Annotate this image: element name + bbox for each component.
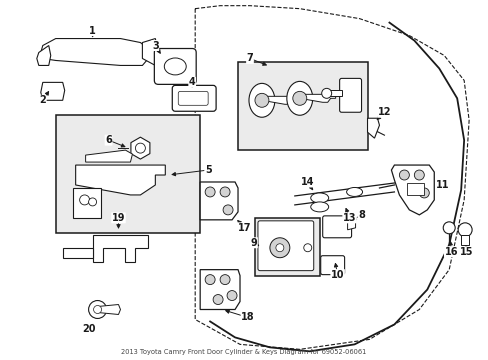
Text: 8: 8	[357, 210, 364, 220]
Text: 2013 Toyota Camry Front Door Cylinder & Keys Diagram for 69052-06061: 2013 Toyota Camry Front Door Cylinder & …	[121, 349, 366, 355]
Polygon shape	[347, 220, 355, 230]
Polygon shape	[37, 45, 51, 66]
Circle shape	[457, 223, 471, 237]
Ellipse shape	[346, 188, 362, 197]
Text: 7: 7	[246, 54, 253, 63]
Polygon shape	[92, 235, 148, 262]
Text: 19: 19	[112, 213, 125, 223]
Text: 6: 6	[105, 135, 112, 145]
Text: 9: 9	[250, 238, 257, 248]
Circle shape	[419, 188, 428, 198]
Text: 2: 2	[40, 95, 46, 105]
Polygon shape	[200, 270, 240, 310]
Circle shape	[226, 291, 237, 301]
Text: 10: 10	[330, 270, 344, 280]
FancyBboxPatch shape	[320, 256, 344, 275]
Circle shape	[254, 93, 268, 107]
Circle shape	[303, 244, 311, 252]
Text: 14: 14	[301, 177, 314, 187]
Circle shape	[223, 205, 233, 215]
Circle shape	[88, 198, 96, 206]
Text: 17: 17	[238, 223, 251, 233]
FancyBboxPatch shape	[339, 78, 361, 112]
Polygon shape	[142, 39, 158, 66]
FancyBboxPatch shape	[172, 85, 216, 111]
Polygon shape	[62, 248, 92, 258]
Circle shape	[292, 91, 306, 105]
Polygon shape	[98, 305, 120, 315]
Circle shape	[88, 301, 106, 319]
Ellipse shape	[286, 81, 312, 115]
Polygon shape	[407, 183, 424, 195]
Polygon shape	[200, 182, 238, 220]
Ellipse shape	[164, 58, 186, 75]
Circle shape	[80, 195, 89, 205]
Polygon shape	[41, 82, 64, 100]
Text: 4: 4	[188, 77, 195, 87]
Circle shape	[205, 275, 215, 285]
Circle shape	[442, 222, 454, 234]
Polygon shape	[76, 165, 165, 195]
Ellipse shape	[310, 193, 328, 203]
FancyBboxPatch shape	[178, 91, 208, 105]
Circle shape	[413, 170, 424, 180]
Text: 20: 20	[81, 324, 95, 334]
FancyBboxPatch shape	[258, 221, 313, 271]
Polygon shape	[85, 150, 132, 162]
Text: 3: 3	[152, 41, 159, 50]
Polygon shape	[262, 96, 297, 104]
Circle shape	[213, 294, 223, 305]
Text: 11: 11	[435, 180, 448, 190]
Circle shape	[399, 170, 408, 180]
Bar	[238, 62, 367, 150]
Bar	[56, 115, 200, 233]
Circle shape	[205, 187, 215, 197]
Text: 18: 18	[241, 312, 254, 323]
Text: 15: 15	[459, 247, 473, 257]
Circle shape	[321, 88, 331, 98]
Circle shape	[275, 244, 283, 252]
Text: 13: 13	[342, 213, 356, 223]
Circle shape	[220, 275, 229, 285]
Circle shape	[93, 306, 102, 314]
FancyBboxPatch shape	[322, 216, 351, 238]
Circle shape	[269, 238, 289, 258]
Circle shape	[135, 143, 145, 153]
Text: 16: 16	[444, 247, 457, 257]
Polygon shape	[460, 235, 468, 245]
Text: 5: 5	[204, 165, 211, 175]
FancyBboxPatch shape	[154, 49, 196, 84]
Text: 1: 1	[89, 26, 96, 36]
Polygon shape	[329, 90, 341, 96]
Circle shape	[220, 187, 229, 197]
Text: 12: 12	[377, 107, 390, 117]
Bar	[254, 218, 319, 276]
Polygon shape	[299, 94, 335, 102]
Polygon shape	[41, 39, 150, 66]
Ellipse shape	[248, 84, 274, 117]
Polygon shape	[390, 165, 433, 215]
Polygon shape	[73, 188, 101, 218]
Polygon shape	[367, 118, 379, 138]
Ellipse shape	[310, 202, 328, 212]
